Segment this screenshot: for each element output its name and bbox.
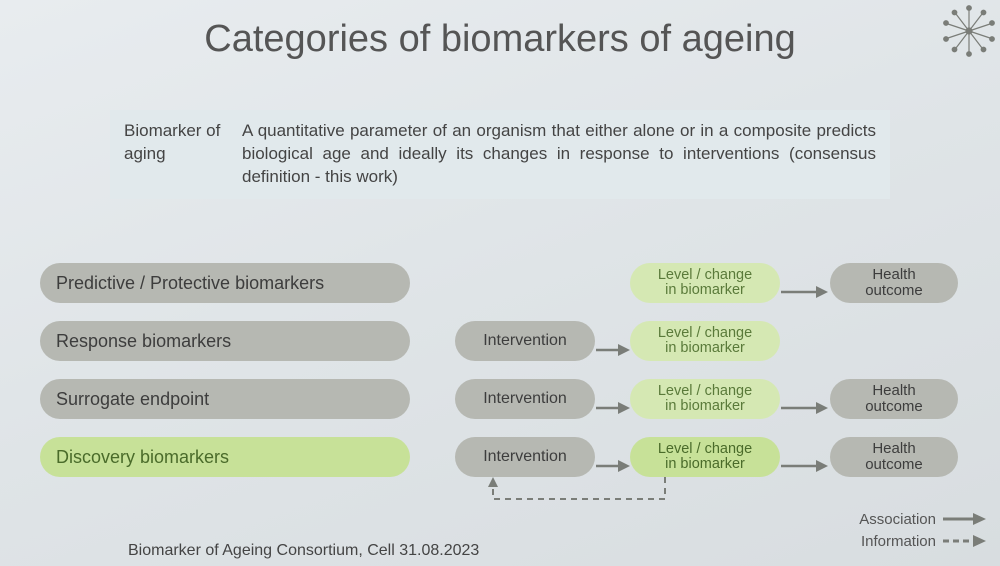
legend: Association Information xyxy=(859,508,986,552)
outcome-pill: Healthoutcome xyxy=(830,263,958,303)
definition-term: Biomarker of aging xyxy=(124,120,224,189)
arrow-biomarker-to-outcome xyxy=(780,458,828,474)
legend-association-label: Association xyxy=(859,511,936,528)
intervention-pill: Intervention xyxy=(455,379,595,419)
dashed-feedback-arrow xyxy=(485,477,685,513)
diagram-row: Surrogate endpoint Intervention Level / ch… xyxy=(40,379,960,437)
arrow-intervention-to-biomarker xyxy=(595,458,630,474)
biomarker-pill: Level / changein biomarker xyxy=(630,263,780,303)
legend-information: Information xyxy=(859,530,986,552)
diagram-row: Response biomarkers Intervention Level / c… xyxy=(40,321,960,379)
solid-arrow-icon xyxy=(942,512,986,526)
arrow-intervention-to-biomarker xyxy=(595,400,630,416)
definition-text: A quantitative parameter of an organism … xyxy=(242,120,876,189)
intervention-pill: Intervention xyxy=(455,437,595,477)
legend-information-label: Information xyxy=(861,533,936,550)
category-label-pill: Discovery biomarkers xyxy=(40,437,410,477)
arrow-biomarker-to-outcome xyxy=(780,284,828,300)
citation-footer: Biomarker of Ageing Consortium, Cell 31.… xyxy=(128,542,479,560)
outcome-pill: Healthoutcome xyxy=(830,379,958,419)
category-label-pill: Surrogate endpoint xyxy=(40,379,410,419)
arrow-biomarker-to-outcome xyxy=(780,400,828,416)
biomarker-pill: Level / changein biomarker xyxy=(630,321,780,361)
biomarker-pill: Level / changein biomarker xyxy=(630,437,780,477)
outcome-pill: Healthoutcome xyxy=(830,437,958,477)
definition-box: Biomarker of aging A quantitative parame… xyxy=(110,110,890,199)
category-label-pill: Predictive / Protective biomarkers xyxy=(40,263,410,303)
biomarker-pill: Level / changein biomarker xyxy=(630,379,780,419)
legend-association: Association xyxy=(859,508,986,530)
dashed-arrow-icon xyxy=(942,534,986,548)
intervention-pill: Intervention xyxy=(455,321,595,361)
arrow-intervention-to-biomarker xyxy=(595,342,630,358)
slide-title: Categories of biomarkers of ageing xyxy=(0,18,1000,61)
diagram-row: Predictive / Protective biomarkers Level … xyxy=(40,263,960,321)
category-label-pill: Response biomarkers xyxy=(40,321,410,361)
diagram-rows: Predictive / Protective biomarkers Level … xyxy=(40,263,960,495)
